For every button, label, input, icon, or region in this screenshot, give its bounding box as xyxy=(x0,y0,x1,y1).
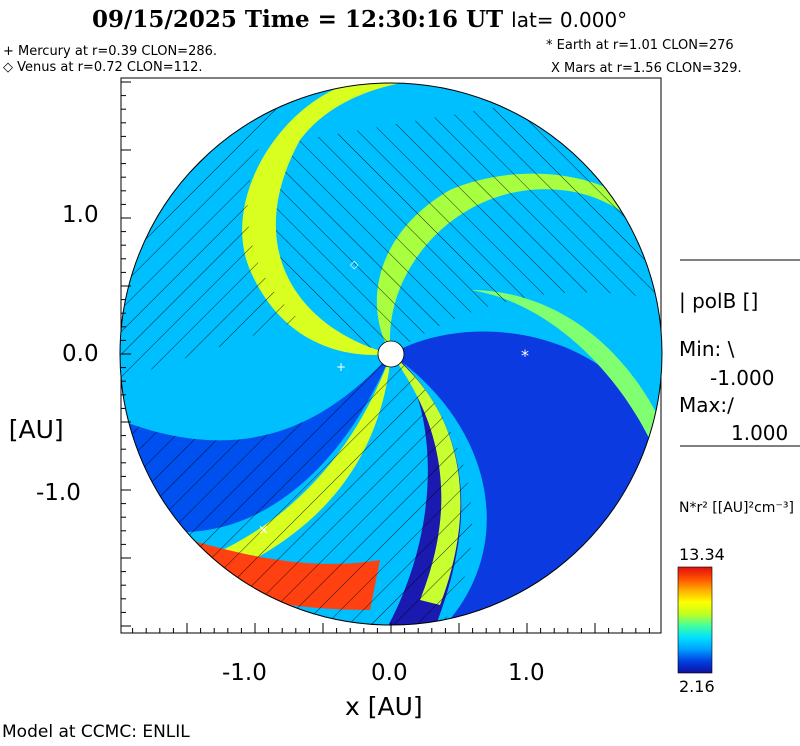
axis-ticks xyxy=(121,81,650,633)
y-tick-1: 1.0 xyxy=(62,202,99,228)
y-tick-neg1: -1.0 xyxy=(36,480,81,506)
model-credit: Model at CCMC: ENLIL xyxy=(2,722,190,742)
x-axis-label: x [AU] xyxy=(345,692,423,721)
colorbar-min: 2.16 xyxy=(679,677,715,696)
earth-marker: * xyxy=(521,346,529,365)
y-tick-0: 0.0 xyxy=(62,341,99,367)
mars-label: X Mars at r=1.56 CLON=329. xyxy=(551,61,742,76)
title-date-time: 09/15/2025 Time = 12:30:16 UT xyxy=(92,6,504,33)
mercury-marker: + xyxy=(336,360,346,374)
mercury-label: + Mercury at r=0.39 CLON=286. xyxy=(3,44,218,59)
colorbar-max: 13.34 xyxy=(679,545,725,564)
y-axis-label: y [AU] xyxy=(0,415,64,444)
title-latitude: lat= 0.000° xyxy=(511,8,628,32)
field-legend: | polB [] xyxy=(679,289,759,313)
x-tick-neg1: -1.0 xyxy=(222,660,267,686)
venus-label: ◇ Venus at r=0.72 CLON=112. xyxy=(3,60,203,75)
x-tick-1: 1.0 xyxy=(508,660,545,686)
colorbar-quantity: N*r² [[AU]²cm⁻³] xyxy=(679,500,794,516)
min-value: -1.000 xyxy=(710,366,775,390)
max-value: 1.000 xyxy=(731,421,789,445)
x-tick-0: 0.0 xyxy=(371,660,408,686)
venus-marker: ◇ xyxy=(350,258,359,271)
earth-label: * Earth at r=1.01 CLON=276 xyxy=(546,38,734,53)
mars-marker: × xyxy=(258,523,269,538)
min-label: Min: \ xyxy=(679,337,735,361)
colorbar xyxy=(677,566,713,674)
max-label: Max:∕ xyxy=(679,393,734,417)
plot-title: 09/15/2025 Time = 12:30:16 UT lat= 0.000… xyxy=(92,6,627,33)
sun-marker xyxy=(377,340,405,368)
